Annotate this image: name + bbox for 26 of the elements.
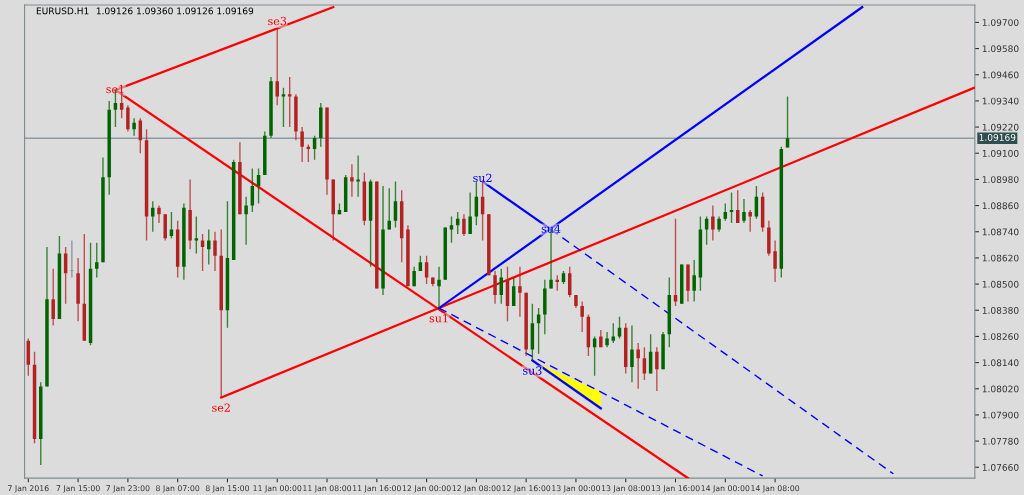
annotation: su1 xyxy=(429,314,448,323)
y-tick-label: 1.08500 xyxy=(982,280,1019,288)
chart-subtitle: 1.09126 1.09360 1.09126 1.09169 xyxy=(96,7,254,15)
y-tick-label: 1.08260 xyxy=(982,333,1019,340)
y-tick-label: 1.08740 xyxy=(982,228,1019,236)
y-tick-label: 1.08620 xyxy=(982,254,1019,262)
y-tick-label: 1.09100 xyxy=(982,149,1019,157)
y-tick-label: 1.08020 xyxy=(982,385,1019,393)
y-tick-label: 1.09700 xyxy=(982,19,1019,26)
y-tick-label: 1.09580 xyxy=(982,45,1019,53)
chart-title: EURUSD.H1 xyxy=(36,7,89,15)
y-tick-label: 1.07780 xyxy=(982,437,1019,445)
y-tick-label: 1.07660 xyxy=(982,464,1019,471)
y-tick-label: 1.07900 xyxy=(982,411,1019,419)
annotation: su2 xyxy=(473,173,492,183)
y-tick-label: 1.08980 xyxy=(982,176,1019,183)
ref-line-label: 1.09169 xyxy=(979,133,1016,141)
y-tick-label: 1.08380 xyxy=(982,306,1019,314)
annotation: se2 xyxy=(212,403,230,412)
annotation: su3 xyxy=(523,366,542,375)
y-tick-label: 1.09220 xyxy=(982,123,1019,131)
y-tick-label: 1.08860 xyxy=(982,202,1019,210)
y-tick-label: 1.09460 xyxy=(982,71,1019,79)
y-tick-label: 1.08140 xyxy=(982,359,1019,367)
annotation: se3 xyxy=(268,16,287,26)
y-tick-label: 1.09340 xyxy=(982,97,1019,105)
